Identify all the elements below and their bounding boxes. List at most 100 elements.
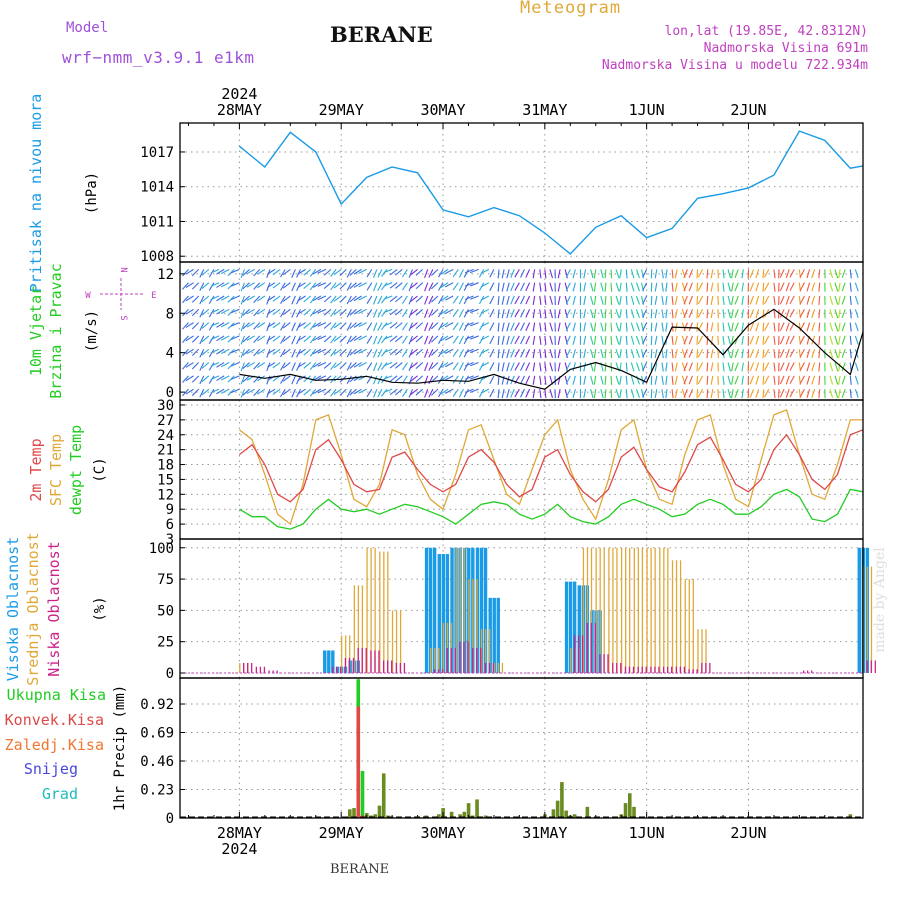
- wind-barb: [410, 295, 418, 302]
- wind-barb: [727, 309, 732, 319]
- wind-barb: [625, 362, 628, 372]
- wind-barb: [710, 362, 714, 372]
- wind-barb: [415, 308, 424, 316]
- wind-barb: [734, 322, 739, 332]
- wind-barb: [696, 375, 699, 385]
- wind-barb: [408, 269, 413, 278]
- wind-barb: [452, 269, 459, 278]
- x-tick-label-bottom: 28MAY: [217, 824, 262, 842]
- wind-barb: [654, 282, 658, 292]
- cloud-bar-high: [327, 650, 331, 673]
- wind-barb: [216, 375, 225, 382]
- wind-barb: [615, 322, 620, 332]
- wind-barb: [520, 309, 525, 318]
- wind-barb: [764, 269, 770, 278]
- wind-barb: [220, 375, 230, 381]
- wind-barb: [549, 349, 554, 359]
- y-tick-label: 8: [166, 306, 174, 322]
- wind-barb: [415, 335, 424, 343]
- wind-barb: [353, 282, 362, 288]
- wind-barb: [282, 362, 291, 369]
- wind-barb: [539, 309, 542, 319]
- wind-barb: [671, 282, 674, 292]
- wind-barb: [408, 282, 413, 292]
- wind-barb: [539, 295, 542, 305]
- wind-barb: [706, 295, 709, 306]
- wind-barb: [811, 362, 816, 372]
- wind-barb: [572, 269, 576, 279]
- wind-barb: [610, 335, 613, 345]
- wind-barb: [408, 335, 413, 345]
- wind-barb: [339, 295, 347, 303]
- temperature-line-0: [239, 409, 863, 526]
- wind-barb: [654, 389, 658, 399]
- wind-barb: [220, 322, 230, 328]
- wind-barb: [297, 282, 306, 288]
- wind-barb: [470, 308, 479, 314]
- wind-barb: [408, 295, 413, 305]
- wind-barb: [272, 362, 281, 369]
- wind-barb: [590, 375, 594, 385]
- wind-barb: [230, 348, 240, 354]
- wind-barb: [358, 282, 367, 288]
- cloud-axis-label-high: Visoka Oblacnost: [4, 537, 22, 682]
- wind-barb: [452, 388, 459, 397]
- wind-barb: [727, 375, 732, 385]
- wind-barb: [424, 388, 429, 398]
- wind-barb: [727, 362, 732, 372]
- wind-barb: [242, 295, 250, 303]
- wind-barb: [696, 309, 699, 319]
- wind-barb: [749, 375, 755, 385]
- wind-barb: [297, 268, 306, 275]
- wind-barb: [688, 282, 693, 292]
- wind-barb: [683, 362, 688, 372]
- wind-barb: [428, 309, 434, 318]
- temperature-line-2: [239, 488, 864, 530]
- wind-barb: [339, 322, 347, 330]
- wind-barb: [317, 362, 327, 367]
- wind-barb: [510, 349, 515, 358]
- wind-barb: [818, 335, 821, 345]
- wind-barb: [525, 349, 531, 358]
- wind-barb: [557, 269, 561, 279]
- wind-barb: [514, 295, 520, 305]
- wind-barb: [349, 295, 357, 303]
- precip-bar-total: [466, 803, 471, 818]
- lonlat-label: lon,lat (19.85E, 42.8312N): [664, 24, 869, 39]
- wind-barb: [383, 295, 393, 300]
- wind-barb: [349, 375, 357, 383]
- wind-barb: [854, 295, 859, 305]
- wind-barb: [201, 308, 210, 316]
- wind-barb: [671, 349, 674, 359]
- wind-barb: [829, 335, 834, 345]
- wind-barb: [539, 362, 542, 372]
- wind-barb: [683, 375, 688, 385]
- x-tick-label-bottom: 2JUN: [730, 824, 766, 842]
- wind-barb: [395, 295, 403, 303]
- wind-barb: [727, 335, 732, 345]
- wind-barb: [291, 322, 296, 332]
- wind-barb: [762, 309, 765, 319]
- wind-barb: [604, 349, 607, 359]
- wind-barb: [764, 388, 770, 398]
- wind-barb: [785, 269, 790, 279]
- wind-barb: [510, 269, 515, 278]
- wind-barb: [727, 389, 732, 398]
- wind-barb: [440, 268, 449, 275]
- wind-barb: [463, 269, 469, 278]
- wind-barb: [431, 268, 439, 276]
- wind-barb: [789, 375, 795, 385]
- wind-barb: [764, 282, 770, 291]
- wind-barb: [424, 269, 429, 279]
- wind-barb: [818, 295, 821, 306]
- cloud-bar-high: [577, 585, 581, 673]
- wind-barb: [291, 295, 296, 305]
- wind-barb: [642, 282, 648, 292]
- wind-barb: [661, 349, 664, 359]
- wind-barb: [688, 322, 693, 332]
- wind-barb: [489, 335, 495, 345]
- wind-barb: [514, 335, 520, 345]
- wind-barb: [465, 295, 474, 300]
- wind-barb: [762, 389, 765, 399]
- wind-barbs: [182, 268, 859, 399]
